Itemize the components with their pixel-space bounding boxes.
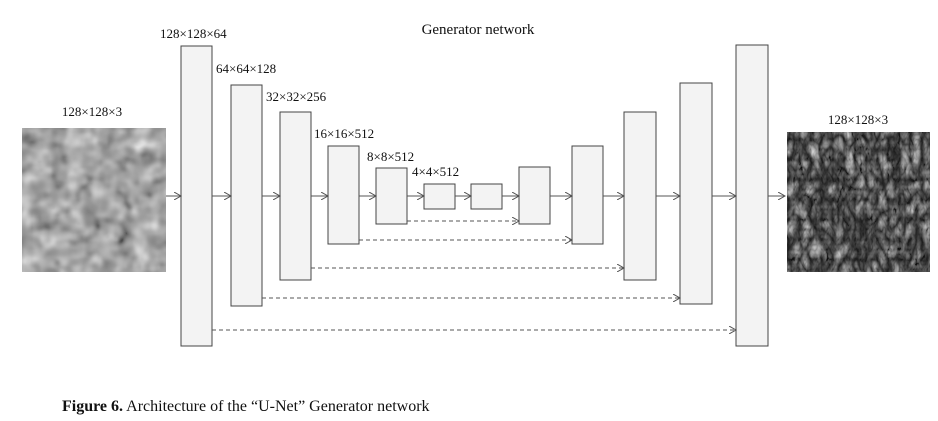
- output-image: [787, 132, 930, 272]
- encoder-block-5: [375, 167, 408, 225]
- caption-prefix: Figure 6.: [62, 398, 124, 415]
- decoder-block-1: [470, 183, 503, 210]
- caption-text: Architecture of the “U-Net” Generator ne…: [123, 398, 430, 415]
- encoder-block-1: [180, 45, 213, 347]
- encoder-block-2: [230, 84, 263, 307]
- encoder-label-3: 32×32×256: [266, 89, 327, 104]
- encoder-label-5: 8×8×512: [367, 149, 414, 164]
- encoder-label-1: 128×128×64: [160, 26, 227, 41]
- encoder-label-2: 64×64×128: [216, 61, 276, 76]
- skip-connections: [212, 221, 736, 330]
- decoder-block-4: [623, 111, 657, 281]
- decoder-block-5: [679, 82, 713, 305]
- input-image-label: 128×128×3: [62, 104, 122, 119]
- decoder-block-3: [571, 145, 604, 245]
- figure-caption: Figure 6. Architecture of the “U-Net” Ge…: [62, 398, 430, 416]
- encoder-label-4: 16×16×512: [314, 126, 374, 141]
- encoder-block-6: [423, 183, 456, 210]
- input-image: [22, 128, 166, 272]
- encoder-label-6: 4×4×512: [412, 164, 459, 179]
- decoder-block-6: [735, 44, 769, 347]
- output-image-label: 128×128×3: [828, 112, 888, 127]
- encoder-block-4: [327, 145, 360, 245]
- encoder-block-3: [279, 111, 312, 281]
- diagram-title: Generator network: [422, 22, 535, 38]
- decoder-block-2: [518, 166, 551, 225]
